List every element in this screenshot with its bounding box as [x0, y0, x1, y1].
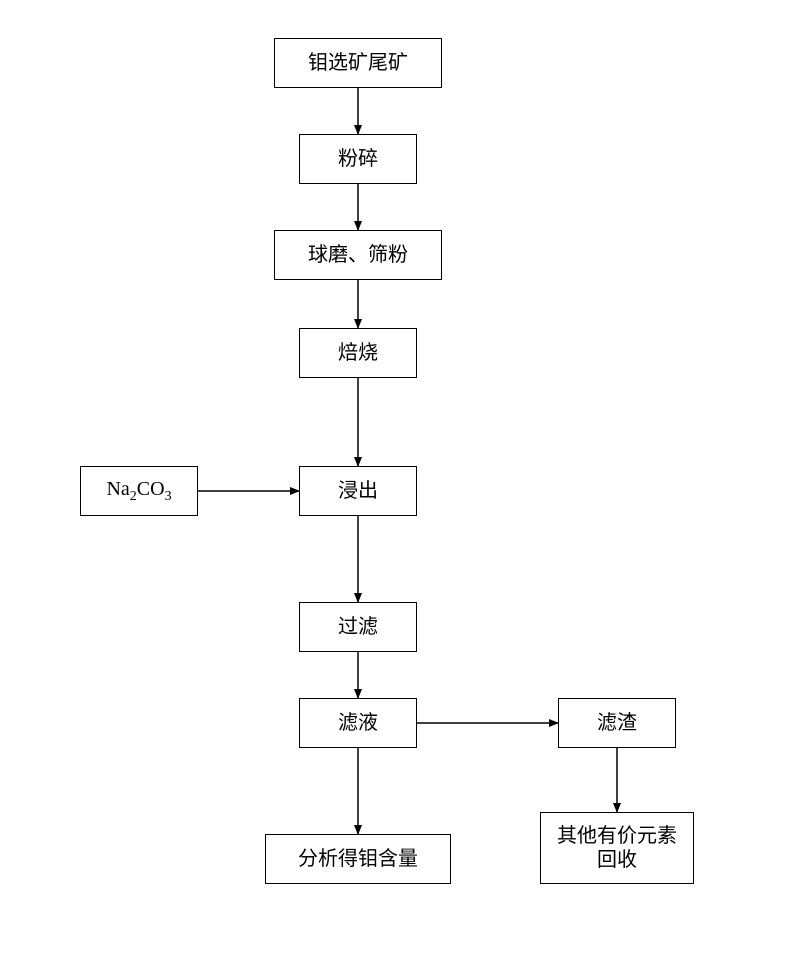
- node-crush: 粉碎: [299, 134, 417, 184]
- node-leach: 浸出: [299, 466, 417, 516]
- node-label: 浸出: [338, 479, 378, 503]
- node-label: 过滤: [338, 615, 378, 639]
- node-label: 滤渣: [597, 711, 637, 735]
- node-filtrate: 滤液: [299, 698, 417, 748]
- node-filter: 过滤: [299, 602, 417, 652]
- node-na2co3: Na2CO3: [80, 466, 198, 516]
- node-label: 滤液: [338, 711, 378, 735]
- node-label: 粉碎: [338, 147, 378, 171]
- node-label: Na2CO3: [106, 477, 171, 506]
- flowchart-canvas: 钼选矿尾矿 粉碎 球磨、筛粉 焙烧 浸出 过滤 滤液 分析得钼含量 Na2CO3…: [0, 0, 800, 954]
- node-label: 焙烧: [338, 341, 378, 365]
- node-tailings: 钼选矿尾矿: [274, 38, 442, 88]
- node-label: 球磨、筛粉: [308, 243, 408, 267]
- node-label: 分析得钼含量: [298, 847, 418, 871]
- node-label: 钼选矿尾矿: [308, 51, 408, 75]
- node-label: 其他有价元素回收: [557, 824, 677, 872]
- node-recovery: 其他有价元素回收: [540, 812, 694, 884]
- node-residue: 滤渣: [558, 698, 676, 748]
- node-analysis: 分析得钼含量: [265, 834, 451, 884]
- node-roast: 焙烧: [299, 328, 417, 378]
- node-ballmill: 球磨、筛粉: [274, 230, 442, 280]
